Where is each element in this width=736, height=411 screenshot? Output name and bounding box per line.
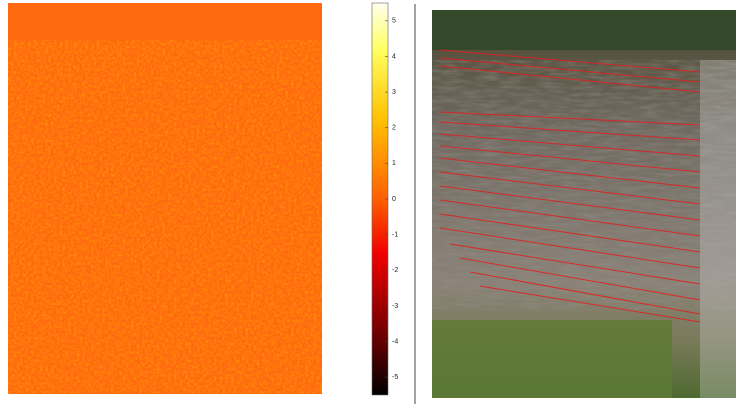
colorbar-tick-label: -2: [392, 267, 398, 274]
colorbar-tick-label: 2: [392, 125, 396, 132]
colorbar-tick-label: -4: [392, 338, 398, 345]
colorbar-tick-label: 5: [392, 18, 396, 25]
velocity-field-image: [8, 3, 322, 394]
colorbar-tick-label: -5: [392, 374, 398, 381]
colorbar-tick-label: 0: [392, 196, 396, 203]
colorbar-tick-label: 4: [392, 53, 396, 60]
colorbar-tick-label: 3: [392, 89, 396, 96]
river-photo: [432, 10, 736, 398]
colorbar-tick-label: -3: [392, 303, 398, 310]
colorbar-tick-label: 1: [392, 160, 396, 167]
colorbar-tick-label: -1: [392, 231, 398, 238]
